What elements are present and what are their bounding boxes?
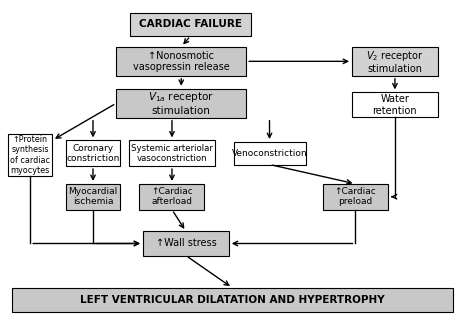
Text: ↑Cardiac
preload: ↑Cardiac preload [335,187,376,206]
FancyBboxPatch shape [12,288,453,312]
Text: $V_{1a}$ receptor
stimulation: $V_{1a}$ receptor stimulation [148,90,214,116]
FancyBboxPatch shape [323,184,388,210]
FancyBboxPatch shape [8,134,52,176]
FancyBboxPatch shape [116,89,246,118]
FancyBboxPatch shape [234,142,306,164]
Text: $V_2$ receptor
stimulation: $V_2$ receptor stimulation [366,48,424,74]
FancyBboxPatch shape [143,231,229,256]
Text: Coronary
constriction: Coronary constriction [66,143,120,163]
Text: LEFT VENTRICULAR DILATATION AND HYPERTROPHY: LEFT VENTRICULAR DILATATION AND HYPERTRO… [80,295,385,305]
FancyBboxPatch shape [129,140,215,166]
Text: ↑Wall stress: ↑Wall stress [155,239,216,248]
Text: Venoconstriction: Venoconstriction [232,149,307,158]
Text: CARDIAC FAILURE: CARDIAC FAILURE [139,19,242,29]
Text: Myocardial
ischemia: Myocardial ischemia [68,187,118,206]
FancyBboxPatch shape [130,13,251,36]
FancyBboxPatch shape [139,184,204,210]
FancyBboxPatch shape [66,184,120,210]
FancyBboxPatch shape [116,47,246,76]
Text: ↑Cardiac
afterload: ↑Cardiac afterload [151,187,193,206]
Text: ↑Protein
synthesis
of cardiac
myocytes: ↑Protein synthesis of cardiac myocytes [10,135,50,175]
Text: ↑Nonosmotic
vasopressin release: ↑Nonosmotic vasopressin release [133,51,229,72]
FancyBboxPatch shape [66,140,120,166]
FancyBboxPatch shape [352,92,438,117]
Text: Water
retention: Water retention [373,94,417,116]
Text: Systemic arteriolar
vasoconstriction: Systemic arteriolar vasoconstriction [131,143,213,163]
FancyBboxPatch shape [352,47,438,76]
